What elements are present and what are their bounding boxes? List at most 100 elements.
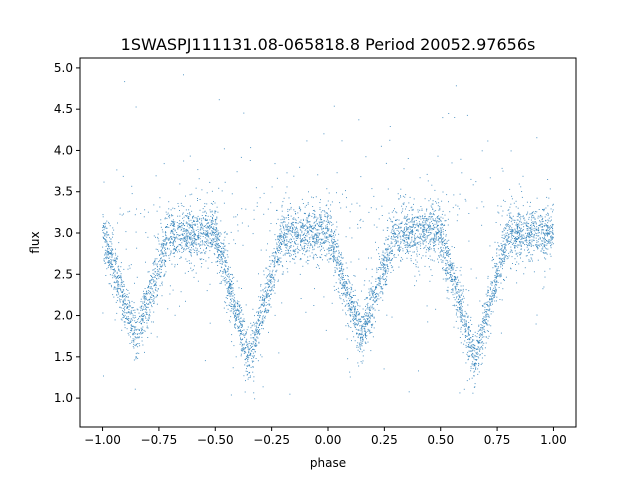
data-point	[219, 270, 221, 272]
data-point	[310, 224, 312, 226]
data-point	[522, 241, 524, 243]
data-point	[309, 229, 310, 231]
data-point	[471, 353, 473, 355]
data-point	[314, 221, 316, 223]
data-point	[485, 315, 487, 317]
data-point	[204, 210, 206, 212]
data-point	[472, 368, 474, 369]
data-point	[408, 202, 410, 204]
data-point	[347, 275, 348, 277]
data-point	[501, 258, 503, 260]
data-point	[403, 234, 405, 236]
data-point	[291, 228, 293, 230]
data-point	[238, 301, 240, 303]
data-point	[510, 236, 512, 238]
data-point	[232, 307, 234, 309]
data-point	[111, 250, 112, 252]
data-point	[535, 237, 537, 239]
data-point	[210, 227, 211, 229]
data-point	[301, 230, 303, 232]
data-point	[530, 225, 531, 226]
data-point	[405, 237, 406, 239]
data-point	[434, 251, 436, 253]
data-point	[545, 240, 547, 242]
data-point	[390, 251, 391, 253]
data-point	[199, 258, 201, 260]
data-point	[300, 243, 301, 245]
data-point	[269, 260, 271, 261]
data-point	[342, 263, 344, 265]
data-point	[308, 242, 310, 244]
data-point	[497, 205, 499, 207]
data-point	[168, 237, 170, 239]
data-point	[502, 261, 504, 263]
data-point	[172, 215, 174, 217]
data-point	[210, 202, 212, 204]
data-point	[439, 233, 441, 235]
data-point	[319, 202, 321, 203]
data-point	[201, 244, 203, 246]
data-point	[115, 262, 117, 264]
data-point	[457, 205, 459, 207]
data-point	[488, 306, 490, 308]
data-point	[157, 288, 159, 290]
data-point	[439, 206, 441, 208]
data-point	[151, 306, 153, 308]
data-point	[363, 349, 365, 351]
data-point	[441, 238, 443, 240]
data-point	[384, 256, 386, 257]
data-point	[445, 220, 447, 222]
data-point	[494, 275, 496, 277]
data-point	[231, 306, 233, 307]
data-point	[347, 324, 349, 326]
data-point	[103, 181, 105, 183]
data-point	[189, 242, 191, 244]
data-point	[112, 277, 114, 279]
data-point	[491, 301, 493, 303]
data-point	[470, 316, 472, 318]
data-point	[255, 358, 257, 359]
data-point	[243, 112, 245, 114]
data-point	[103, 259, 105, 261]
data-point	[467, 315, 469, 317]
data-point	[494, 266, 496, 268]
data-point	[293, 226, 295, 228]
data-point	[117, 285, 119, 287]
data-point	[139, 306, 141, 308]
data-point	[300, 236, 301, 238]
data-point	[257, 333, 259, 335]
data-point	[241, 326, 243, 328]
data-point	[511, 234, 513, 236]
data-point	[430, 243, 431, 245]
data-point	[412, 226, 414, 228]
data-point	[307, 203, 309, 205]
data-point	[547, 230, 549, 231]
data-point	[195, 234, 196, 236]
data-point	[300, 229, 302, 231]
data-point	[351, 203, 353, 205]
data-point	[149, 290, 151, 292]
data-point	[296, 231, 297, 233]
data-point	[302, 235, 304, 236]
data-point	[139, 315, 140, 317]
data-point	[330, 216, 332, 218]
data-point	[372, 294, 373, 296]
data-point	[161, 282, 163, 284]
data-point	[326, 259, 328, 261]
data-point	[442, 241, 444, 243]
data-point	[206, 227, 208, 229]
data-point	[325, 205, 327, 207]
data-point	[283, 197, 285, 199]
data-point	[140, 308, 142, 310]
data-point	[273, 287, 275, 288]
data-point	[324, 249, 325, 251]
data-point	[325, 225, 327, 227]
data-point	[135, 329, 137, 331]
data-point	[397, 236, 399, 238]
data-point	[318, 229, 320, 231]
data-point	[371, 315, 373, 317]
data-point	[162, 246, 164, 248]
data-point	[434, 223, 436, 225]
data-point	[147, 327, 149, 329]
data-point	[319, 256, 321, 258]
